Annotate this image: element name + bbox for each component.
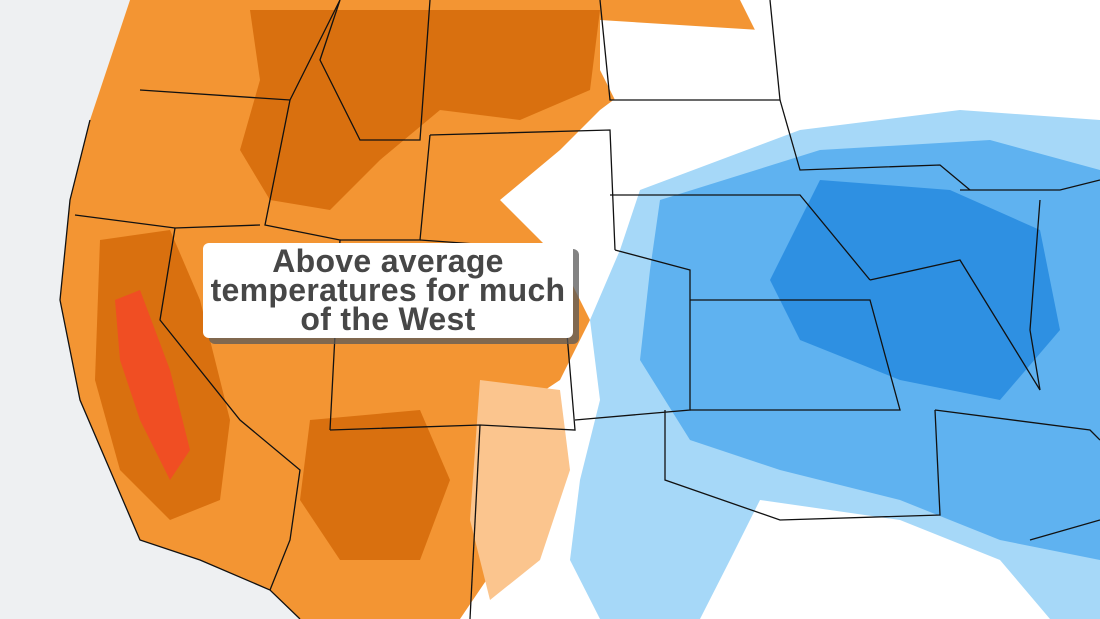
map-callout: Above average temperatures for much of t… xyxy=(203,243,573,338)
hot-region xyxy=(115,290,190,480)
neutral-patch xyxy=(700,500,1050,619)
callout-text: Above average temperatures for much of t… xyxy=(210,243,566,337)
warm-dark-region xyxy=(240,10,600,210)
warm-light-region xyxy=(470,380,570,600)
map-shading xyxy=(60,0,1100,619)
warm-dark-region xyxy=(300,410,450,560)
neutral-patch xyxy=(600,20,800,110)
cool-dark-region xyxy=(770,180,1060,400)
